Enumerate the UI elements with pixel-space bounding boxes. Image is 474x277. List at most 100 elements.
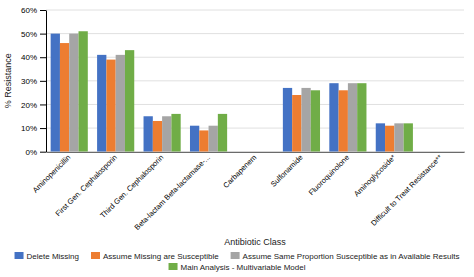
y-tick-label: 30% bbox=[21, 77, 37, 86]
y-axis-title: % Resistance bbox=[3, 53, 13, 108]
bar bbox=[125, 50, 134, 152]
x-tick-label: Sulfonamide bbox=[269, 153, 305, 189]
x-tick: Beta-lactam Beta-lactamase-... bbox=[133, 153, 212, 232]
bar bbox=[144, 116, 153, 151]
x-tick: Aminoglycoside* bbox=[352, 153, 398, 199]
bar bbox=[51, 34, 60, 152]
y-tick-label: 0% bbox=[25, 148, 37, 157]
x-axis: AminopenicillinFirst Gen. CephalosporinT… bbox=[31, 152, 465, 232]
legend-item: Main Analysis - Multivariable Model bbox=[169, 263, 306, 272]
x-tick-label: Fluoroquinolone bbox=[307, 153, 351, 197]
bar bbox=[385, 126, 394, 152]
y-tick: 10% bbox=[21, 124, 46, 133]
legend-label: Delete Missing bbox=[27, 252, 79, 261]
x-tick-label: Aminopenicillin bbox=[31, 153, 73, 195]
grid bbox=[46, 10, 464, 152]
bar bbox=[301, 88, 310, 152]
y-tick: 50% bbox=[21, 30, 46, 39]
bar bbox=[394, 123, 403, 151]
grid-line bbox=[46, 57, 464, 58]
bar bbox=[450, 151, 459, 152]
y-tick: 20% bbox=[21, 101, 46, 110]
bar bbox=[199, 130, 208, 151]
bar bbox=[190, 126, 199, 152]
y-tick-mark bbox=[40, 57, 46, 58]
bar bbox=[162, 116, 171, 151]
bar bbox=[218, 114, 227, 152]
legend-swatch bbox=[15, 252, 24, 259]
chart-container: Delete Missing Assume Missing are Suscept… bbox=[0, 0, 474, 277]
bar bbox=[376, 123, 385, 151]
legend-item: Assume Missing are Susceptible bbox=[91, 252, 219, 261]
y-tick-mark bbox=[40, 81, 46, 82]
bar bbox=[69, 34, 78, 152]
bar bbox=[153, 121, 162, 152]
bar bbox=[292, 95, 301, 152]
bar bbox=[283, 88, 292, 152]
x-axis-line bbox=[47, 152, 465, 153]
y-tick-label: 50% bbox=[21, 30, 37, 39]
y-tick: 30% bbox=[21, 77, 46, 86]
bar bbox=[171, 114, 180, 152]
legend-label: Assume Missing are Susceptible bbox=[103, 252, 219, 261]
bar bbox=[441, 151, 450, 152]
x-tick: Difficult to Treat Resistance** bbox=[369, 153, 444, 228]
bar bbox=[209, 126, 218, 152]
legend-swatch bbox=[231, 252, 240, 259]
bar bbox=[97, 55, 106, 152]
bar bbox=[357, 83, 366, 151]
grid-line bbox=[46, 33, 464, 34]
legend-swatch bbox=[91, 252, 100, 259]
x-tick: Sulfonamide bbox=[269, 153, 305, 189]
y-tick: 60% bbox=[21, 6, 46, 15]
bar bbox=[246, 151, 255, 152]
y-tick: 40% bbox=[21, 53, 46, 62]
bar bbox=[264, 151, 273, 152]
bar-series bbox=[51, 34, 385, 152]
bar bbox=[348, 83, 357, 151]
y-tick-label: 20% bbox=[21, 101, 37, 110]
grid-line bbox=[46, 10, 464, 11]
y-axis-line bbox=[46, 11, 47, 153]
x-tick: Fluoroquinolone bbox=[307, 153, 351, 197]
bar-series bbox=[69, 34, 403, 152]
legend-item: Assume Same Proportion Susceptible as in… bbox=[231, 252, 460, 261]
y-tick-label: 10% bbox=[21, 124, 37, 133]
bar bbox=[116, 55, 125, 152]
y-tick-mark bbox=[40, 34, 46, 35]
legend-item: Delete Missing bbox=[15, 252, 79, 261]
legend-label: Assume Same Proportion Susceptible as in… bbox=[243, 252, 460, 261]
bar bbox=[404, 123, 413, 151]
x-tick: Aminopenicillin bbox=[31, 153, 73, 195]
chart-svg: Delete Missing Assume Missing are Suscept… bbox=[0, 0, 474, 277]
y-tick-mark bbox=[40, 104, 46, 105]
x-tick-label: Aminoglycoside* bbox=[352, 153, 398, 199]
x-tick: Carbapenem bbox=[221, 153, 258, 190]
x-tick-label: Beta-lactam Beta-lactamase-... bbox=[133, 153, 212, 232]
bar bbox=[79, 31, 88, 151]
x-tick-label: Carbapenem bbox=[221, 153, 258, 190]
y-tick: 0% bbox=[25, 148, 46, 157]
x-tick-label: Difficult to Treat Resistance** bbox=[369, 153, 444, 228]
bar bbox=[329, 83, 338, 151]
bar bbox=[106, 60, 115, 152]
bars bbox=[51, 31, 413, 151]
y-tick-mark bbox=[40, 128, 46, 129]
bar-series bbox=[79, 31, 413, 151]
y-tick-mark bbox=[40, 10, 46, 11]
legend-swatch bbox=[169, 263, 178, 270]
bar bbox=[255, 151, 264, 152]
bar bbox=[236, 151, 245, 152]
bar bbox=[60, 43, 69, 152]
legend-label: Main Analysis - Multivariable Model bbox=[181, 263, 306, 272]
y-axis: 0% 10% 20% 30% 40% 50% 60% bbox=[21, 6, 47, 157]
y-tick-label: 60% bbox=[21, 6, 37, 15]
bar bbox=[311, 90, 320, 151]
bar bbox=[431, 151, 440, 152]
bar bbox=[339, 90, 348, 151]
y-tick-label: 40% bbox=[21, 53, 37, 62]
legend: Delete Missing Assume Missing are Suscept… bbox=[15, 252, 460, 272]
y-tick-mark bbox=[40, 152, 46, 153]
x-axis-title: Antibiotic Class bbox=[224, 237, 286, 247]
bar bbox=[422, 151, 431, 152]
